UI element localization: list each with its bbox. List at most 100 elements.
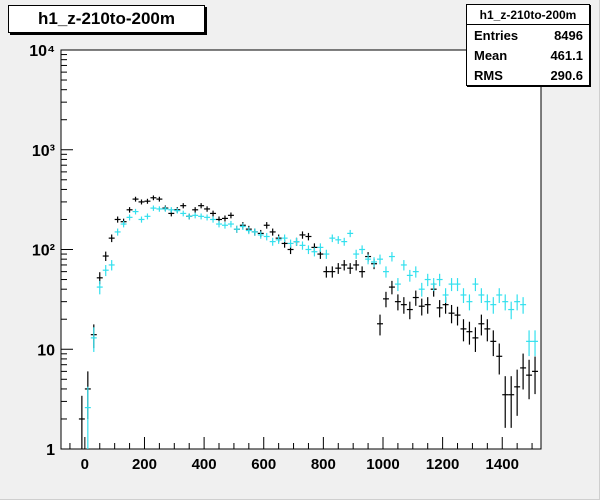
- data-point: [180, 203, 187, 209]
- data-point: [299, 231, 306, 239]
- data-point: [108, 234, 115, 243]
- data-point: [275, 236, 282, 244]
- data-point: [299, 241, 306, 250]
- data-point: [335, 236, 342, 244]
- data-point: [466, 294, 473, 311]
- y-tick-label: 10³: [32, 143, 55, 160]
- data-point: [359, 245, 366, 255]
- data-point: [460, 319, 467, 342]
- x-tick-label: 200: [132, 456, 157, 473]
- data-point: [424, 297, 431, 314]
- data-point: [108, 260, 115, 271]
- data-point: [293, 237, 300, 246]
- data-point: [412, 266, 419, 278]
- data-point: [251, 228, 258, 236]
- data-point: [382, 291, 389, 308]
- data-point: [418, 282, 425, 297]
- data-point: [192, 207, 199, 213]
- stats-row-mean: Mean 461.1: [467, 45, 589, 65]
- stats-box: h1_z-210to-200m Entries 8496 Mean 461.1 …: [466, 4, 590, 86]
- data-point: [436, 300, 443, 318]
- data-point: [305, 245, 312, 255]
- data-point: [78, 395, 85, 449]
- data-point: [478, 314, 485, 336]
- data-point: [365, 254, 372, 265]
- data-point: [406, 269, 413, 282]
- x-tick-label: 800: [311, 456, 336, 473]
- data-point: [216, 220, 222, 228]
- data-point: [514, 294, 521, 311]
- data-point: [186, 213, 193, 220]
- data-point: [168, 207, 175, 213]
- data-point: [329, 266, 336, 278]
- data-point: [388, 280, 395, 295]
- stats-value: 461.1: [550, 47, 583, 63]
- y-tick-label: 10²: [32, 243, 55, 260]
- data-point: [341, 260, 348, 271]
- x-tick-label: 1400: [486, 456, 519, 473]
- y-tick-label: 10⁴: [29, 43, 55, 60]
- data-point: [114, 216, 121, 223]
- data-point: [335, 263, 342, 274]
- data-point: [520, 297, 527, 314]
- data-point: [198, 203, 205, 209]
- chart-title: h1_z-210to-200m: [8, 5, 205, 33]
- data-point: [323, 266, 330, 278]
- data-point: [150, 195, 157, 201]
- data-point: [305, 232, 312, 241]
- stats-row-rms: RMS 290.6: [467, 65, 589, 85]
- data-point: [454, 306, 461, 326]
- data-point: [204, 206, 211, 212]
- data-point: [353, 249, 360, 259]
- data-point: [472, 327, 479, 352]
- data-point: [490, 297, 497, 314]
- data-point: [227, 212, 234, 219]
- data-point: [514, 369, 521, 416]
- stats-row-entries: Entries 8496: [467, 25, 589, 45]
- data-point: [418, 298, 425, 316]
- data-point: [532, 356, 539, 395]
- data-point: [180, 210, 187, 217]
- y-tick-label: 10: [37, 342, 55, 359]
- axis-tick-labels: 0 200 400 600 800 1000 1200 1400 1 10 10² 10³ 10⁴: [29, 43, 519, 473]
- data-point: [96, 280, 103, 295]
- data-point: [442, 288, 449, 304]
- stats-label: Entries: [474, 27, 519, 43]
- data-point: [400, 260, 407, 271]
- stats-value: 8496: [554, 27, 583, 43]
- data-point: [436, 273, 443, 287]
- data-point: [520, 353, 527, 390]
- data-point: [329, 234, 336, 243]
- data-point: [394, 294, 401, 311]
- data-point: [508, 376, 515, 428]
- chart-title-text: h1_z-210to-200m: [37, 9, 175, 28]
- data-point: [359, 266, 366, 278]
- data-point: [388, 252, 395, 262]
- data-point: [204, 214, 211, 221]
- data-point: [377, 254, 383, 265]
- x-tick-label: 1000: [366, 456, 399, 473]
- data-point: [406, 301, 413, 320]
- data-point: [263, 232, 270, 241]
- data-point: [287, 239, 294, 248]
- data-point: [102, 265, 109, 277]
- data-point: [400, 297, 407, 314]
- data-point: [472, 278, 479, 292]
- data-point: [448, 304, 455, 324]
- data-point: [233, 225, 240, 233]
- stats-label: RMS: [474, 67, 503, 83]
- data-point: [90, 327, 97, 352]
- data-point: [478, 288, 485, 304]
- data-point: [532, 330, 539, 357]
- data-point: [174, 207, 181, 214]
- data-point: [84, 386, 91, 449]
- stats-label: Mean: [474, 47, 508, 63]
- data-point: [257, 231, 264, 239]
- data-point: [210, 210, 217, 217]
- data-point: [192, 212, 199, 219]
- data-point: [138, 216, 145, 223]
- data-point: [198, 213, 205, 220]
- data-point: [347, 229, 354, 238]
- data-point: [162, 206, 169, 212]
